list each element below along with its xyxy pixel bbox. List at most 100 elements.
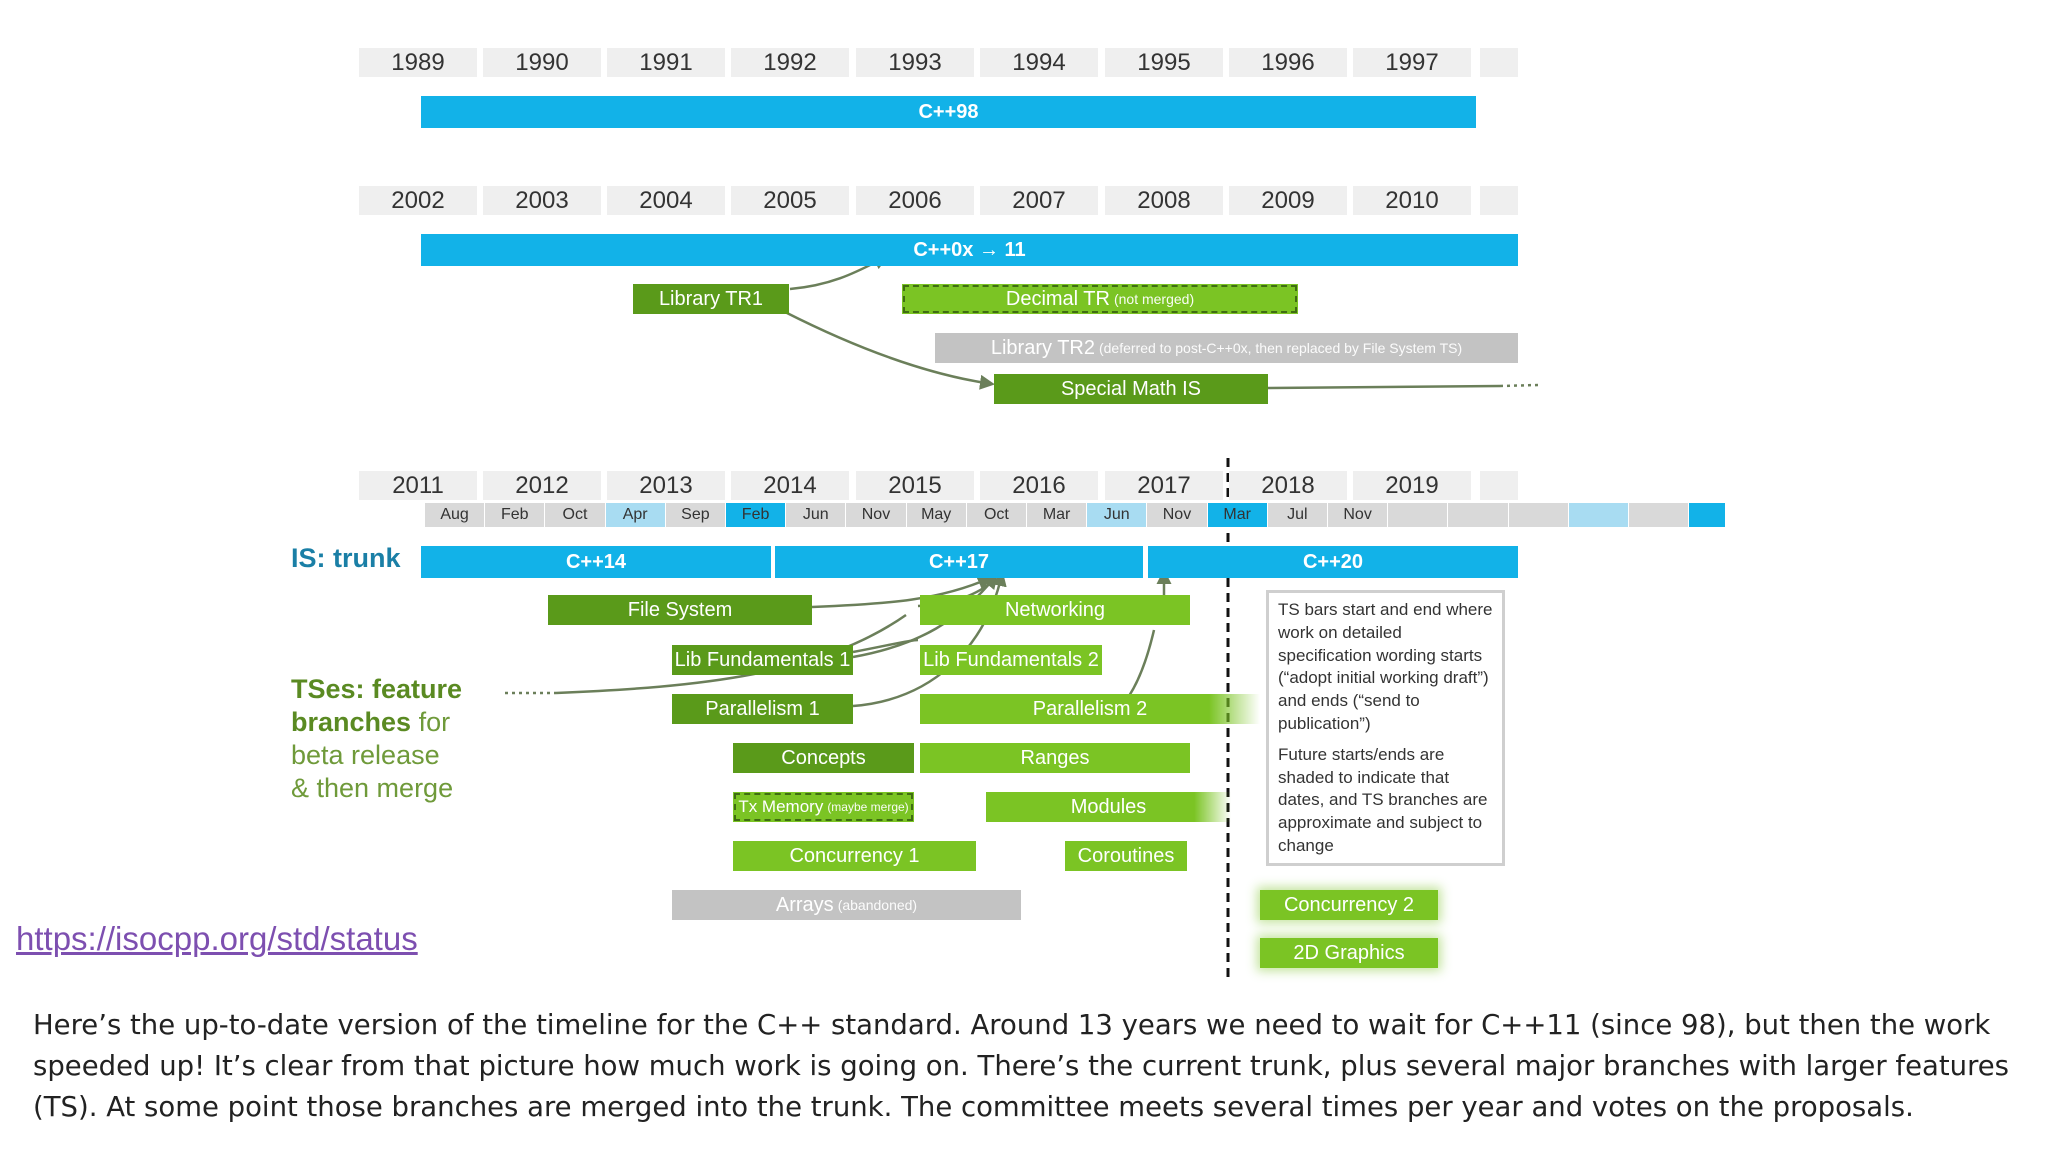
concepts-ts-bar: Concepts [733,743,914,773]
caption-text: Here’s the up-to-date version of the tim… [33,1009,2010,1123]
meeting-month-cell [1388,503,1448,527]
library-tr1-bar: Library TR1 [633,284,789,314]
year-cell: 2015 [856,471,974,500]
lib-fundamentals-2-label: Lib Fundamentals 2 [923,648,1099,671]
ts-label-bold: TSes: feature branches [291,674,463,737]
concurrency-2-label: Concurrency 2 [1283,893,1415,916]
year-cell: 2007 [980,186,1098,215]
meeting-month-cell [1448,503,1508,527]
year-cell: 2013 [607,471,725,500]
year-cell: 2003 [483,186,601,215]
concurrency-1-label: Concurrency 1 [789,844,920,867]
cpp98-trunk-bar: C++98 [421,96,1476,128]
year-cell: 1996 [1229,48,1347,77]
isocpp-status-link[interactable]: https://isocpp.org/std/status [16,920,418,957]
parallelism-1-label: Parallelism 1 [705,697,820,720]
special-math-is-bar: Special Math IS [994,374,1268,404]
modules-ts-bar: Modules [986,792,1231,822]
cpp98-label: C++98 [918,100,979,123]
parallelism-1-ts-bar: Parallelism 1 [672,694,853,724]
year-cell: 2005 [731,186,849,215]
cpp0x-11-trunk-bar: C++0x → 11 [421,234,1518,266]
year-cell: 2002 [359,186,477,215]
meeting-month-cell [1568,503,1628,527]
meeting-month-cell: Apr [605,503,665,527]
parallelism-2-label: Parallelism 2 [1032,697,1148,720]
year-cell: 1989 [359,48,477,77]
year-cell: 2011 [359,471,477,500]
ranges-ts-bar: Ranges [920,743,1190,773]
meeting-month-cell: Aug [425,503,485,527]
year-cell: 2006 [856,186,974,215]
meeting-month-cell: May [906,503,966,527]
cpp0x-11-label: C++0x → 11 [913,238,1026,261]
year-cell: 2017 [1105,471,1223,500]
lib-fundamentals-1-label: Lib Fundamentals 1 [674,648,851,671]
parallelism-2-ts-bar: Parallelism 2 [920,694,1260,724]
timeline-connectors [505,255,1539,980]
concepts-label: Concepts [781,746,866,769]
networking-ts-bar: Networking [920,595,1190,625]
cpp17-trunk-bar: C++17 [775,546,1143,578]
year-cell-overflow [1480,471,1518,500]
concurrency-1-ts-bar: Concurrency 1 [733,841,976,871]
year-cell: 1994 [980,48,1098,77]
meeting-month-cell: Jun [1087,503,1147,527]
year-cell: 2018 [1229,471,1347,500]
decimal-tr-label: Decimal TR [1005,287,1110,310]
year-cell: 1992 [731,48,849,77]
library-tr2-label: Library TR2 [990,336,1095,359]
ranges-label: Ranges [1020,746,1090,769]
meeting-month-cell: Nov [1328,503,1388,527]
lib-fund-1-merge-line [852,573,998,659]
cpp20-label: C++20 [1302,550,1364,573]
concurrency-2-ts-bar: Concurrency 2 [1260,890,1438,920]
year-cell: 2010 [1353,186,1471,215]
meeting-month-cell [1629,503,1689,527]
arrays-label: Arrays [775,893,834,916]
meeting-month-cell: Oct [966,503,1026,527]
cpp20-trunk-bar: C++20 [1148,546,1518,578]
library-tr2-bar: Library TR2 (deferred to post-C++0x, then… [935,333,1518,363]
lib-fund-1-to-2-line [852,638,919,654]
meeting-month-cell: Mar [1207,503,1267,527]
coroutines-label: Coroutines [1077,844,1175,867]
meeting-month-cell: Mar [1027,503,1087,527]
file-system-ts-bar: File System [548,595,812,625]
note-paragraph-1: TS bars start and end where work on deta… [1278,600,1493,733]
lib-fundamentals-2-ts-bar: Lib Fundamentals 2 [920,645,1102,675]
library-tr1-label: Library TR1 [658,287,764,310]
cpp-standard-timeline: 1989 1990 1991 1992 1993 1994 1995 1996 … [291,48,1726,980]
meeting-month-cell: Nov [1147,503,1207,527]
year-cell: 2019 [1353,471,1471,500]
year-cell: 1990 [483,48,601,77]
file-system-merge-line [811,575,993,609]
arrays-ts-bar: Arrays (abandoned) [672,890,1021,920]
arrays-note: (abandoned) [837,897,918,913]
year-cell-overflow [1480,186,1518,215]
legend-note-box: TS bars start and end where work on deta… [1266,590,1505,866]
year-cell: 2016 [980,471,1098,500]
meeting-month-cell: Feb [485,503,545,527]
2d-graphics-label: 2D Graphics [1293,941,1405,964]
year-cell: 1993 [856,48,974,77]
coroutines-ts-bar: Coroutines [1065,841,1187,871]
meeting-month-cell: Jul [1267,503,1327,527]
trunk-label: IS: trunk [291,543,401,573]
tx-memory-ts-bar: Tx Memory (maybe merge) [733,792,914,822]
year-cell: 2008 [1105,186,1223,215]
modules-label: Modules [1070,795,1147,818]
year-cell: 2014 [731,471,849,500]
year-cell-overflow [1480,48,1518,77]
networking-label: Networking [1004,598,1106,621]
meeting-month-cell: Jun [786,503,846,527]
year-cell: 1991 [607,48,725,77]
ts-label-merge: & then merge [291,773,454,803]
meeting-month-cell: Sep [665,503,725,527]
ts-feature-branches-label: TSes: feature branches for beta release & … [291,673,491,805]
ts-label-beta: beta release [291,740,440,770]
2d-graphics-ts-bar: 2D Graphics [1260,938,1438,968]
decimal-tr-note: (not merged) [1113,291,1195,307]
tx-memory-note: (maybe merge) [827,800,909,814]
meeting-month-cell: Oct [545,503,605,527]
